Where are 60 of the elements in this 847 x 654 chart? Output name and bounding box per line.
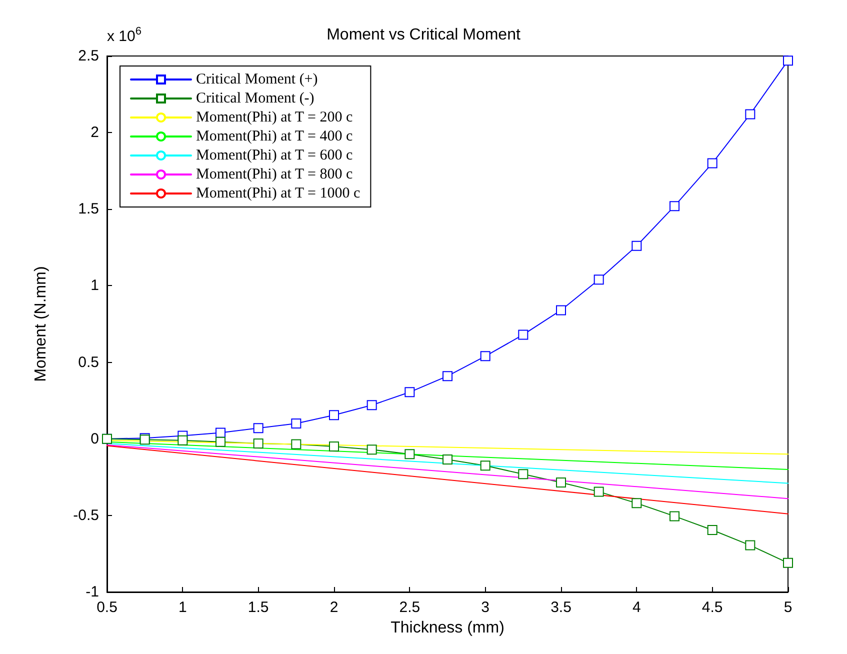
point [216,428,226,438]
point [291,418,302,429]
x-tick-label: 2.5 [399,599,420,616]
point [253,438,264,448]
y-axis-title: Moment (N.mm) [32,266,50,382]
point [291,439,302,450]
y-tick-label: -1 [86,584,99,600]
point [707,524,718,535]
legend-label: Moment(Phi) at T = 1000 c [196,186,360,202]
point [329,410,339,420]
legend-label: Moment(Phi) at T = 600 c [196,148,353,164]
point [518,469,528,480]
point [632,240,642,251]
point [404,449,415,460]
point [329,442,339,452]
x-tick-label: 1.5 [248,599,269,616]
legend-label: Moment(Phi) at T = 800 c [196,166,353,182]
point [632,498,642,508]
point [745,540,756,550]
point [670,511,680,522]
point [366,444,377,455]
y-tick-label: 1.5 [78,200,99,218]
x-tick-label: 4.5 [702,599,723,616]
point [480,460,490,471]
x-tick-label: 3.5 [550,599,572,616]
point [783,56,793,66]
point [404,387,415,398]
x-tick-label: 5 [784,599,792,616]
point [253,423,264,434]
point [594,274,604,285]
x-tick-label: 1 [178,599,187,616]
point [442,454,452,465]
point [707,158,718,168]
y-tick-label: 2 [90,124,99,142]
point [366,400,377,410]
y-tick-label: -0.5 [73,506,99,524]
point [670,201,680,212]
x-axis-title: Thickness (mm) [390,620,504,636]
x-tick-label: 3 [481,599,490,616]
chart-title: Moment vs Critical Moment [326,26,521,44]
x-tick-label: 4 [632,599,641,616]
y-tick-label: 2.5 [78,48,99,64]
y-tick-label: 0.5 [78,354,99,371]
point [745,109,756,120]
legend-label: Critical Moment (+) [196,72,318,88]
point [556,478,566,488]
legend-label: Moment(Phi) at T = 400 c [196,128,353,144]
point [442,371,452,382]
point [518,330,528,340]
point [556,305,566,316]
point [480,351,490,362]
legend-label: Critical Moment (-) [196,90,314,106]
y-tick-label: 1 [90,277,99,294]
point [216,436,226,447]
point [178,435,188,446]
point [594,486,604,497]
y-tick-label: 0 [90,430,99,448]
legend-label: Moment(Phi) at T = 200 c [196,110,353,126]
point [783,558,793,568]
x-tick-label: 2 [330,599,338,616]
